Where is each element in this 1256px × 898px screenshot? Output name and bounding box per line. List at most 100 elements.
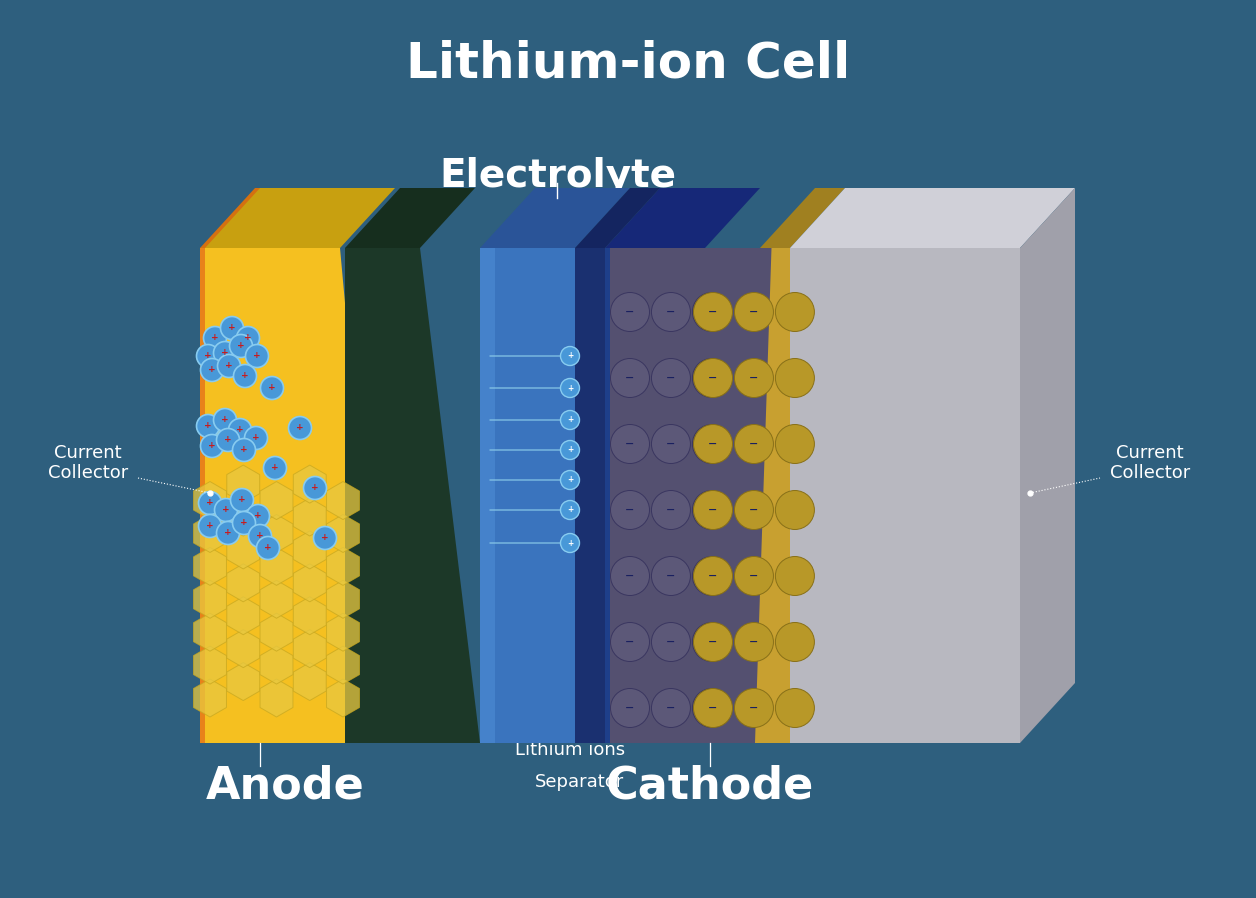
Circle shape xyxy=(693,358,732,398)
Circle shape xyxy=(652,425,691,463)
Circle shape xyxy=(229,418,251,442)
Circle shape xyxy=(304,477,327,499)
Circle shape xyxy=(652,557,691,595)
Polygon shape xyxy=(294,663,327,700)
Text: +: + xyxy=(239,495,246,504)
Circle shape xyxy=(256,536,280,559)
Text: −: − xyxy=(750,373,759,383)
Circle shape xyxy=(245,345,269,367)
Polygon shape xyxy=(790,188,1075,248)
Text: Current
Collector: Current Collector xyxy=(48,444,128,482)
Text: +: + xyxy=(221,415,229,424)
Circle shape xyxy=(198,515,221,538)
Text: +: + xyxy=(240,445,247,454)
Polygon shape xyxy=(480,248,495,743)
Text: +: + xyxy=(566,351,573,360)
Circle shape xyxy=(560,441,579,460)
Circle shape xyxy=(260,376,284,400)
Text: +: + xyxy=(229,323,236,332)
Text: −: − xyxy=(625,439,634,449)
Polygon shape xyxy=(193,679,226,717)
Polygon shape xyxy=(260,679,293,717)
Polygon shape xyxy=(294,531,327,569)
Circle shape xyxy=(203,327,226,349)
Polygon shape xyxy=(294,465,327,503)
Text: +: + xyxy=(566,383,573,392)
Polygon shape xyxy=(193,481,226,520)
Text: −: − xyxy=(666,703,676,713)
Text: −: − xyxy=(625,373,634,383)
Text: −: − xyxy=(666,637,676,647)
Polygon shape xyxy=(294,597,327,635)
Circle shape xyxy=(236,327,260,349)
Text: +: + xyxy=(254,351,261,360)
Polygon shape xyxy=(480,248,575,743)
Polygon shape xyxy=(760,188,845,248)
Text: −: − xyxy=(708,373,717,383)
Polygon shape xyxy=(790,248,1020,743)
Circle shape xyxy=(775,490,814,530)
Circle shape xyxy=(196,415,220,437)
Polygon shape xyxy=(260,580,293,619)
Circle shape xyxy=(234,365,256,388)
Polygon shape xyxy=(260,613,293,651)
Text: +: + xyxy=(205,421,212,430)
Circle shape xyxy=(560,378,579,398)
Text: Lithium ions: Lithium ions xyxy=(515,741,625,759)
Circle shape xyxy=(735,425,774,463)
Circle shape xyxy=(216,428,240,452)
Text: −: − xyxy=(708,307,717,317)
Text: −: − xyxy=(708,505,717,515)
Text: +: + xyxy=(264,543,271,552)
Polygon shape xyxy=(227,629,260,667)
Text: +: + xyxy=(208,441,216,450)
Circle shape xyxy=(216,522,240,544)
Text: Current
Collector: Current Collector xyxy=(1110,444,1191,482)
Circle shape xyxy=(560,410,579,429)
Polygon shape xyxy=(227,564,260,602)
Circle shape xyxy=(560,471,579,489)
Circle shape xyxy=(610,425,649,463)
Circle shape xyxy=(692,358,731,398)
Polygon shape xyxy=(227,465,260,503)
Text: Electrolyte: Electrolyte xyxy=(440,157,676,195)
Text: +: + xyxy=(252,433,260,442)
Circle shape xyxy=(652,293,691,331)
Polygon shape xyxy=(200,188,360,248)
Circle shape xyxy=(201,358,224,382)
Circle shape xyxy=(692,622,731,662)
Text: +: + xyxy=(208,365,216,374)
Polygon shape xyxy=(227,663,260,700)
Circle shape xyxy=(693,557,732,595)
Circle shape xyxy=(560,500,579,520)
Circle shape xyxy=(775,622,814,662)
Text: −: − xyxy=(625,637,634,647)
Circle shape xyxy=(693,622,732,662)
Text: −: − xyxy=(750,703,759,713)
Polygon shape xyxy=(294,564,327,602)
Circle shape xyxy=(692,293,731,331)
Polygon shape xyxy=(327,580,359,619)
Text: +: + xyxy=(271,463,279,472)
Text: Cathode: Cathode xyxy=(605,764,814,807)
Polygon shape xyxy=(193,646,226,684)
Circle shape xyxy=(264,456,286,480)
Circle shape xyxy=(692,557,731,595)
Polygon shape xyxy=(327,679,359,717)
Text: +: + xyxy=(311,483,319,492)
Polygon shape xyxy=(327,548,359,585)
Polygon shape xyxy=(205,248,386,743)
Circle shape xyxy=(246,505,270,527)
Circle shape xyxy=(775,358,814,398)
Circle shape xyxy=(245,427,268,450)
Circle shape xyxy=(652,689,691,727)
Text: −: − xyxy=(750,505,759,515)
Circle shape xyxy=(610,358,649,398)
Circle shape xyxy=(289,417,311,439)
Circle shape xyxy=(249,524,271,548)
Text: −: − xyxy=(708,703,717,713)
Text: −: − xyxy=(708,571,717,581)
Text: +: + xyxy=(206,521,214,530)
Polygon shape xyxy=(327,515,359,552)
Circle shape xyxy=(232,512,255,534)
